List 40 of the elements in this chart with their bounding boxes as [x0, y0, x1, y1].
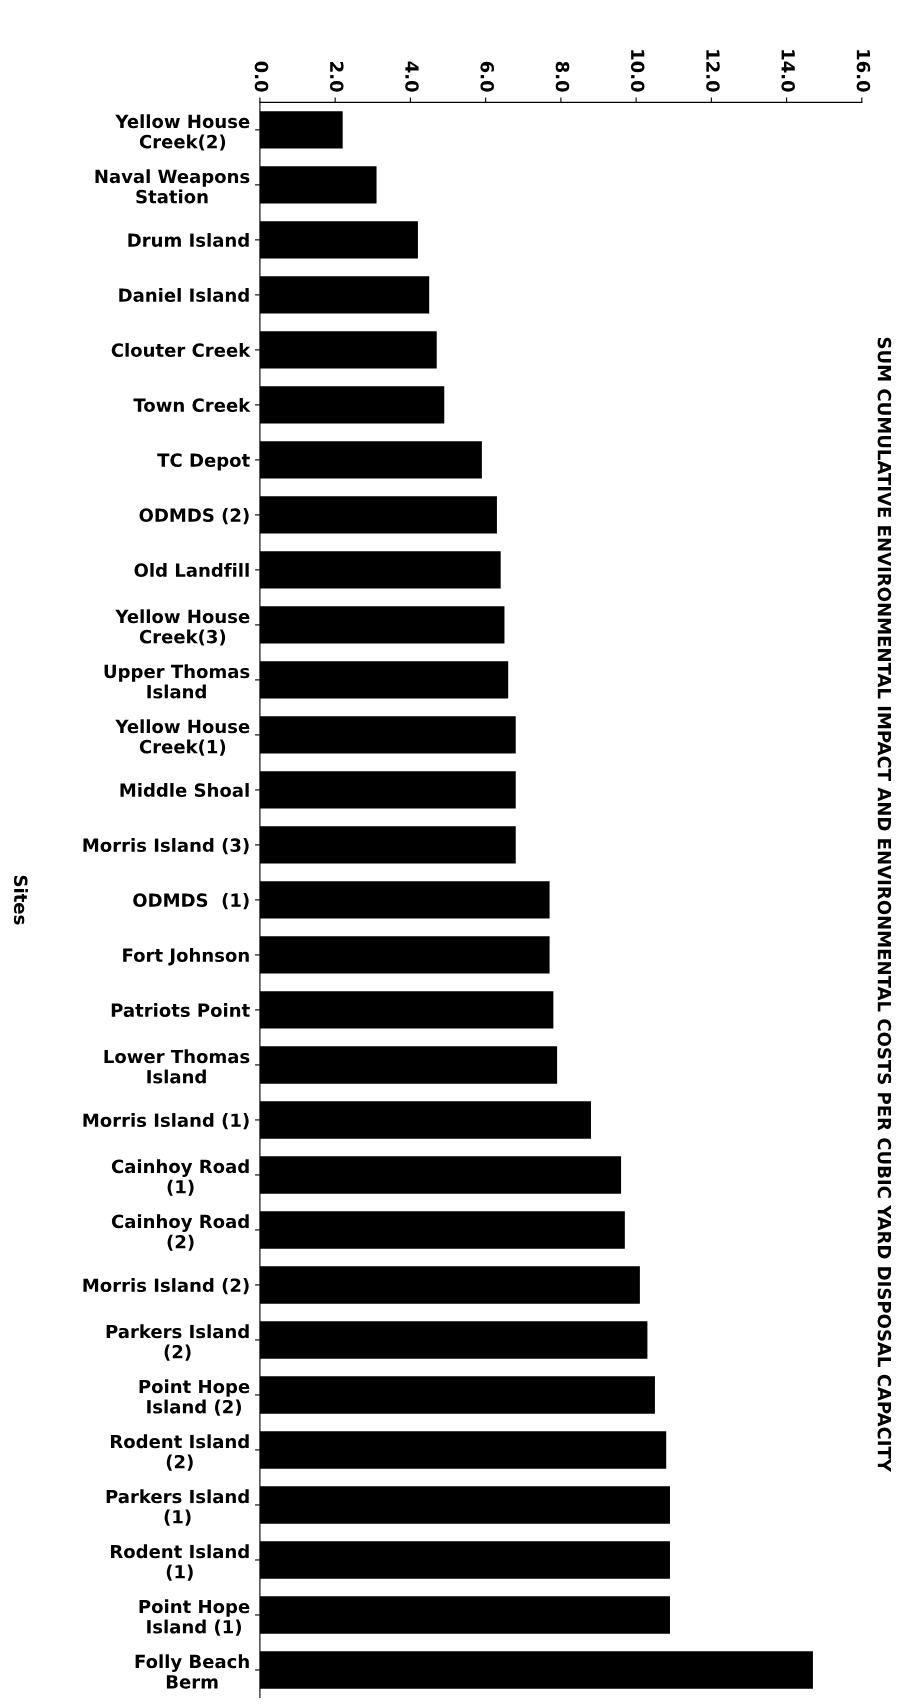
y-tick-label: Clouter Creek	[111, 343, 251, 357]
y-tick-label: ODMDS (1)	[133, 893, 249, 910]
y-tick-label: Yellow House Creek(1)	[115, 719, 250, 756]
y-tick-label: Drum Island	[128, 233, 249, 247]
y-tick-label: Middle Shoal	[120, 783, 249, 798]
x-tick-label: 6.0	[480, 61, 495, 92]
y-tick-label: Morris Island (1)	[83, 1113, 249, 1130]
y-tick-label: Rodent Island (1)	[111, 1544, 249, 1581]
text: SUM CUMULATIVE ENVIRONMENTAL IMPACT AND ENVIRONMENTAL COSTS PER CUBIC YARD DISPOSAL CAPACITY	[877, 337, 892, 1473]
y-axis-title: Sites	[13, 875, 28, 925]
y-tick-label: Rodent Island (2)	[111, 1434, 249, 1471]
y-tick-label: Yellow House Creek(3)	[115, 609, 250, 646]
y-tick-label: Yellow House Creek(2)	[115, 114, 250, 151]
y-tick-label: TC Depot	[157, 453, 250, 471]
x-tick-label: 12.0	[706, 50, 720, 92]
y-tick-label: Daniel Island	[119, 288, 249, 302]
y-tick-label: Fort Johnson	[123, 948, 249, 966]
y-tick-label: Lower Thomas Island	[104, 1049, 250, 1084]
y-tick-label: Morris Island (3)	[83, 838, 249, 855]
y-tick-label: Point Hope Island (2)	[139, 1379, 250, 1416]
x-tick-label: 2.0	[329, 62, 344, 92]
y-tick-label: Point Hope Island (1)	[139, 1599, 250, 1636]
y-tick-label: Parkers Island (1)	[106, 1489, 249, 1526]
y-tick-label: Naval Weapons Station	[95, 169, 250, 204]
y-tick-label: Patriots Point	[111, 1003, 250, 1018]
y-tick-label: Morris Island (2)	[83, 1278, 249, 1295]
y-tick-label: Folly Beach Berm	[135, 1654, 249, 1689]
x-tick-label: 14.0	[781, 50, 796, 92]
x-tick-label: 10.0	[630, 50, 645, 92]
x-tick-label: 4.0	[405, 61, 419, 92]
y-tick-label: Parkers Island (2)	[106, 1324, 249, 1361]
x-tick-label: 8.0	[555, 61, 570, 92]
y-tick-label: Town Creek	[133, 398, 251, 412]
y-tick-label: Cainhoy Road (2)	[111, 1214, 249, 1251]
x-tick-label: 16.0	[856, 50, 871, 92]
x-tick-label: 0.0	[254, 61, 269, 92]
y-tick-label: ODMDS (2)	[139, 508, 249, 525]
y-tick-label: Cainhoy Road (1)	[111, 1159, 249, 1196]
y-tick-label: Old Landfill	[134, 563, 249, 578]
y-tick-label: Upper Thomas Island	[104, 664, 250, 699]
